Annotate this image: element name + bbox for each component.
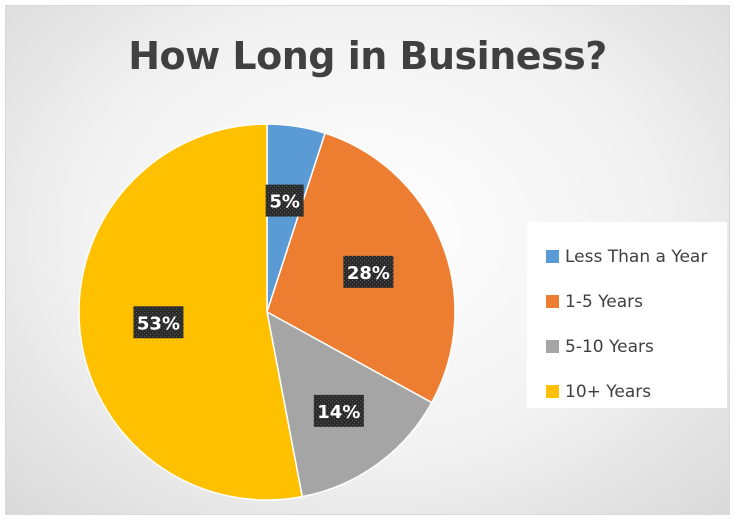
legend-swatch-10-plus-years bbox=[546, 385, 559, 398]
legend-item: 5-10 Years bbox=[527, 324, 727, 369]
data-label-text: 28% bbox=[347, 263, 390, 284]
data-label-2: 28% bbox=[343, 255, 394, 288]
data-label-3: 14% bbox=[313, 394, 364, 427]
legend-item: Less Than a Year bbox=[527, 234, 727, 279]
chart-title: How Long in Business? bbox=[128, 34, 607, 78]
legend-item: 10+ Years bbox=[527, 369, 727, 414]
legend-label: 1-5 Years bbox=[565, 291, 644, 312]
legend-label: 10+ Years bbox=[565, 381, 652, 402]
legend-item: 1-5 Years bbox=[527, 279, 727, 324]
pie-plot: 5% 28% 14% 53% bbox=[78, 123, 456, 501]
data-label-box bbox=[265, 184, 304, 217]
legend: Less Than a Year 1-5 Years 5-10 Years 10… bbox=[527, 222, 727, 408]
data-label-text: 53% bbox=[137, 313, 180, 334]
data-label-box bbox=[133, 306, 184, 339]
legend-swatch-less-than-a-year bbox=[546, 250, 559, 263]
data-label-1: 5% bbox=[265, 184, 304, 217]
data-label-4: 53% bbox=[133, 306, 184, 339]
chart-area: How Long in Business? 5% 28% 14% 53% Less T… bbox=[5, 5, 730, 515]
legend-label: Less Than a Year bbox=[565, 246, 708, 267]
legend-swatch-1-5-years bbox=[546, 295, 559, 308]
legend-swatch-5-10-years bbox=[546, 340, 559, 353]
data-label-text: 5% bbox=[269, 192, 300, 213]
data-label-box bbox=[343, 255, 394, 288]
data-label-box bbox=[313, 394, 364, 427]
legend-label: 5-10 Years bbox=[565, 336, 654, 357]
data-label-text: 14% bbox=[317, 402, 360, 423]
pie-slice-4 bbox=[78, 123, 304, 501]
